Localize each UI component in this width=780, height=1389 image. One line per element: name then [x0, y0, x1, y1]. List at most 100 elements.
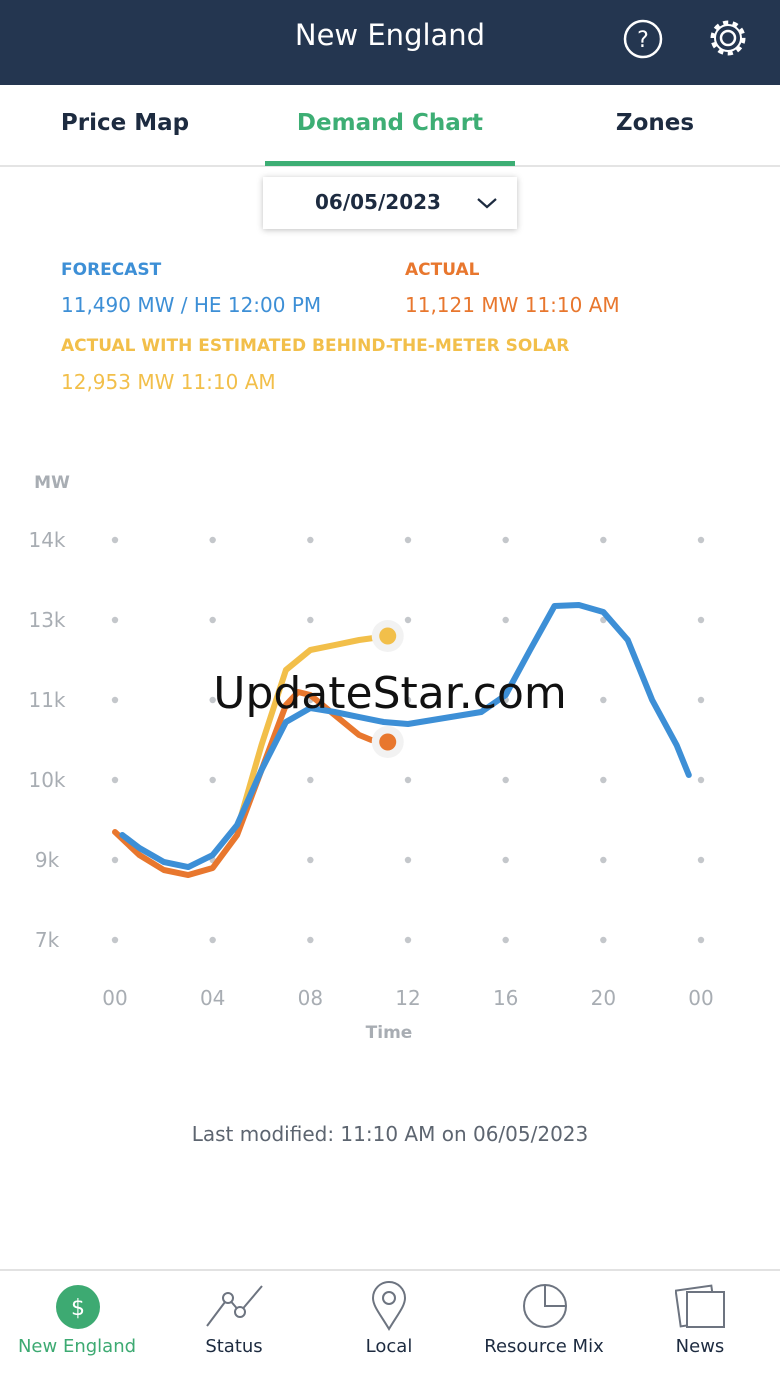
grid-dot: [600, 696, 607, 704]
nav-icon[interactable]: [675, 1282, 727, 1330]
legend-label: FORECAST: [61, 260, 162, 280]
nav-icon[interactable]: [370, 1280, 408, 1332]
grid-dot: [209, 616, 216, 624]
tab[interactable]: Price Map: [60, 110, 190, 136]
y-tick-label: 11k: [28, 688, 65, 712]
grid-dot: [209, 936, 216, 944]
nav-label[interactable]: News: [675, 1336, 725, 1357]
grid-dot: [404, 616, 412, 624]
legend-label: ACTUAL WITH ESTIMATED BEHIND-THE-METER S…: [61, 336, 570, 356]
grid-dot: [209, 536, 216, 544]
tab-indicator: [265, 161, 515, 166]
x-tick-label: 08: [298, 986, 323, 1010]
series-line: [234, 633, 391, 833]
legend-readout: 12,953 MW 11:10 AM: [61, 370, 276, 394]
grid-dot: [697, 856, 705, 864]
nav-label[interactable]: Status: [205, 1336, 263, 1357]
grid-dot: [697, 616, 705, 624]
grid-dot: [307, 536, 314, 544]
legend-label: ACTUAL: [405, 260, 480, 280]
grid-dot: [502, 776, 509, 784]
y-axis-label: MW: [34, 473, 70, 493]
svg-text:?: ?: [637, 28, 649, 53]
grid-dot: [502, 856, 509, 864]
grid-dot: [404, 776, 412, 784]
last-modified: Last modified: 11:10 AM on 06/05/2023: [191, 1122, 589, 1146]
header-title: New England: [294, 18, 486, 52]
help-icon[interactable]: ?: [620, 16, 666, 62]
nav-label[interactable]: Local: [365, 1336, 413, 1357]
grid-dot: [600, 776, 607, 784]
watermark: UpdateStar.com: [213, 668, 567, 719]
grid-dot: [502, 616, 509, 624]
grid-dot: [404, 536, 412, 544]
settings-icon[interactable]: [704, 14, 752, 62]
grid-dot: [307, 776, 314, 784]
y-tick-label: 13k: [28, 608, 65, 632]
nav-icon[interactable]: [204, 1282, 266, 1330]
y-tick-label: 10k: [28, 768, 65, 792]
grid-dot: [307, 856, 314, 864]
y-tick-label: 9k: [35, 848, 60, 872]
grid-dot: [111, 696, 119, 704]
grid-dot: [404, 856, 412, 864]
end-marker: [379, 627, 397, 645]
tab-divider: [0, 165, 780, 167]
date-picker[interactable]: 06/05/2023: [263, 177, 517, 229]
series-line: [112, 689, 391, 879]
grid-dots: [111, 856, 705, 864]
tab[interactable]: Zones: [615, 110, 695, 136]
grid-dots: [111, 776, 705, 784]
grid-dot: [111, 936, 119, 944]
x-tick-label: 12: [395, 986, 420, 1010]
grid-dot: [307, 616, 314, 624]
legend-readout: 11,490 MW / HE 12:00 PM: [61, 293, 322, 317]
y-tick-label: 7k: [35, 928, 60, 952]
grid-dots: [111, 696, 705, 704]
y-tick-label: 14k: [28, 528, 65, 552]
grid-dot: [404, 936, 412, 944]
grid-dots: [111, 536, 705, 544]
end-marker: [379, 733, 397, 751]
grid-dot: [697, 936, 705, 944]
x-tick-label: 16: [493, 986, 518, 1010]
grid-dot: [697, 536, 705, 544]
x-tick-label: 00: [688, 986, 713, 1010]
legend-readout: 11,121 MW 11:10 AM: [405, 293, 620, 317]
bottom-nav: [0, 1269, 780, 1389]
grid-dot: [111, 536, 119, 544]
grid-dot: [600, 856, 607, 864]
nav-icon[interactable]: $: [55, 1284, 101, 1330]
grid-dot: [697, 776, 705, 784]
grid-dots: [111, 616, 705, 624]
grid-dots: [111, 936, 705, 944]
grid-dot: [600, 936, 607, 944]
grid-dot: [502, 936, 509, 944]
x-tick-label: 04: [200, 986, 225, 1010]
grid-dot: [209, 696, 216, 704]
grid-dot: [404, 696, 412, 704]
grid-dot: [600, 616, 607, 624]
header: New England ?: [0, 0, 780, 85]
grid-dot: [111, 856, 119, 864]
x-tick-label: 20: [591, 986, 616, 1010]
grid-dot: [502, 536, 509, 544]
svg-text:$: $: [71, 1296, 85, 1321]
tab-active[interactable]: Demand Chart: [296, 110, 484, 136]
nav-icon[interactable]: [521, 1282, 569, 1330]
grid-dot: [111, 776, 119, 784]
grid-dot: [697, 696, 705, 704]
nav-label[interactable]: Resource Mix: [484, 1336, 604, 1357]
x-axis-label: Time: [366, 1023, 413, 1043]
grid-dot: [111, 616, 119, 624]
demand-chart: MW Time 7k 9k 10k 11k 13k 14k 00 04 08 12 16 20 00: [28, 473, 713, 1043]
grid-dot: [600, 536, 607, 544]
grid-dot: [209, 776, 216, 784]
chevron: [477, 198, 497, 209]
nav-label[interactable]: New England: [17, 1336, 137, 1357]
grid-dot: [307, 936, 314, 944]
series-line: [119, 602, 692, 871]
x-tick-label: 00: [102, 986, 127, 1010]
date-text: 06/05/2023: [315, 190, 441, 214]
